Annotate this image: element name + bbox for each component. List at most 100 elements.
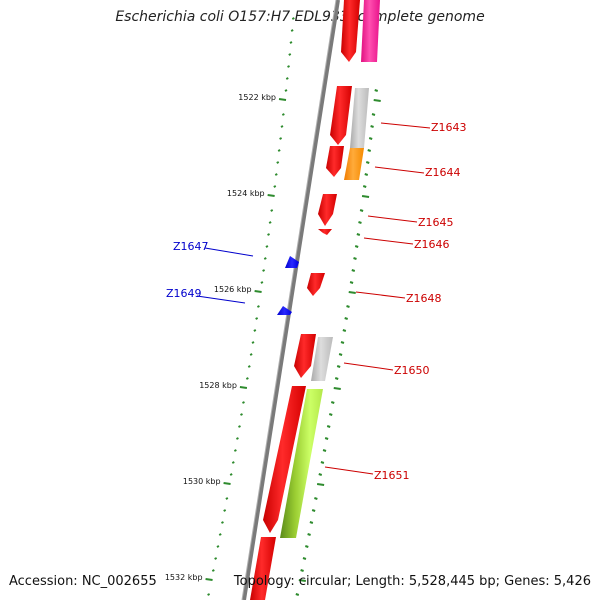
gene-arrow bbox=[318, 194, 337, 226]
leader-line bbox=[196, 295, 246, 304]
scale-tick bbox=[216, 545, 220, 548]
scale-tick bbox=[333, 387, 341, 390]
scale-tick bbox=[281, 113, 285, 116]
scale-tick bbox=[233, 449, 237, 452]
scale-tick bbox=[240, 413, 243, 416]
scale-tick bbox=[254, 290, 262, 293]
scale-tick bbox=[314, 497, 318, 500]
scale-tick bbox=[322, 449, 327, 452]
gene-label-z1649[interactable]: Z1649 bbox=[166, 287, 202, 300]
leader-line bbox=[343, 362, 394, 371]
scale-tick-label: 1526 kbp bbox=[214, 285, 252, 294]
gene-block bbox=[280, 389, 323, 538]
scale-tick bbox=[205, 578, 213, 581]
scale-tick bbox=[260, 281, 264, 284]
scale-tick bbox=[361, 195, 370, 198]
genome-backbone bbox=[242, 0, 340, 600]
scale-tick bbox=[274, 173, 278, 176]
scale-tick bbox=[268, 221, 272, 224]
scale-tick bbox=[235, 437, 239, 440]
scale-tick bbox=[354, 245, 359, 248]
genome-summary-text: Topology: circular; Length: 5,528,445 bp… bbox=[233, 574, 591, 589]
scale-tick bbox=[358, 221, 362, 224]
scale-tick bbox=[267, 194, 275, 197]
scale-tick bbox=[255, 317, 259, 320]
scale-tick bbox=[211, 569, 215, 572]
gene-label-z1644[interactable]: Z1644 bbox=[425, 166, 461, 179]
gene-label-z1647[interactable]: Z1647 bbox=[173, 240, 209, 253]
scale-tick bbox=[262, 269, 266, 272]
scale-ticks bbox=[205, 17, 381, 596]
gene-block bbox=[350, 88, 369, 148]
scale-tick bbox=[300, 569, 304, 572]
gene-arrow bbox=[341, 0, 360, 62]
scale-tick bbox=[298, 579, 306, 582]
gene-label-z1646[interactable]: Z1646 bbox=[414, 238, 450, 251]
gene-label-z1650[interactable]: Z1650 bbox=[394, 364, 430, 377]
scale-tick bbox=[273, 185, 277, 188]
scale-tick bbox=[247, 365, 251, 368]
scale-tick bbox=[346, 305, 350, 308]
scale-tick-label: 1530 kbp bbox=[183, 477, 221, 486]
scale-tick bbox=[302, 557, 307, 560]
scale-tick bbox=[249, 353, 253, 356]
gene-label-z1648[interactable]: Z1648 bbox=[406, 292, 442, 305]
leader-line bbox=[204, 247, 254, 257]
gene-labels: Z1643 Z1644 Z1645 Z1646 Z1648 Z1650 Z165… bbox=[166, 121, 467, 482]
scale-tick bbox=[338, 353, 343, 356]
scale-tick bbox=[280, 125, 284, 128]
scale-tick bbox=[368, 137, 373, 140]
scale-tick bbox=[295, 593, 300, 596]
scale-tick bbox=[320, 461, 325, 464]
scale-tick bbox=[265, 245, 269, 248]
scale-tick bbox=[223, 482, 231, 485]
scale-tick bbox=[288, 53, 292, 56]
gene-arrow bbox=[330, 86, 352, 145]
scale-tick bbox=[353, 257, 357, 260]
scale-tick bbox=[334, 377, 339, 380]
scale-tick-label: 1532 kbp bbox=[165, 573, 203, 582]
gene-arrow bbox=[250, 537, 276, 600]
scale-tick bbox=[218, 533, 222, 536]
scale-tick bbox=[351, 269, 356, 272]
gene-label-z1645[interactable]: Z1645 bbox=[418, 216, 454, 229]
gene-label-z1651[interactable]: Z1651 bbox=[374, 469, 410, 482]
leader-line bbox=[363, 237, 414, 245]
scale-tick bbox=[285, 77, 289, 80]
scale-tick bbox=[364, 173, 369, 176]
map-title: Escherichia coli O157:H7 EDL933, complet… bbox=[115, 9, 485, 25]
gene-features bbox=[250, 0, 380, 600]
leader-line bbox=[380, 122, 431, 129]
scale-tick bbox=[207, 593, 211, 596]
leader-line bbox=[367, 215, 418, 223]
scale-tick bbox=[291, 17, 295, 20]
scale-tick bbox=[263, 257, 267, 260]
scale-tick bbox=[214, 557, 218, 560]
scale-tick bbox=[225, 497, 229, 500]
scale-tick bbox=[223, 509, 227, 512]
scale-tick bbox=[239, 386, 248, 389]
scale-tick bbox=[287, 65, 290, 68]
leader-line bbox=[374, 166, 425, 174]
scale-tick-label: 1524 kbp bbox=[227, 189, 265, 198]
scale-tick bbox=[340, 341, 345, 344]
scale-tick bbox=[307, 533, 311, 536]
scale-tick bbox=[365, 161, 370, 164]
leader-line bbox=[355, 291, 406, 299]
scale-tick bbox=[278, 98, 287, 101]
scale-tick bbox=[229, 473, 233, 476]
scale-tick bbox=[349, 281, 354, 284]
scale-tick bbox=[309, 521, 314, 524]
gene-arrow bbox=[318, 229, 332, 235]
gene-block bbox=[311, 337, 333, 381]
scale-tick bbox=[344, 317, 349, 320]
gene-arrow bbox=[294, 334, 316, 378]
scale-tick bbox=[267, 233, 270, 236]
scale-tick bbox=[304, 545, 309, 548]
gene-label-z1643[interactable]: Z1643 bbox=[431, 121, 467, 134]
scale-tick bbox=[373, 99, 381, 102]
scale-tick-label: 1528 kbp bbox=[199, 381, 237, 390]
scale-tick bbox=[370, 125, 374, 128]
scale-tick bbox=[348, 291, 356, 294]
scale-tick bbox=[371, 113, 376, 116]
